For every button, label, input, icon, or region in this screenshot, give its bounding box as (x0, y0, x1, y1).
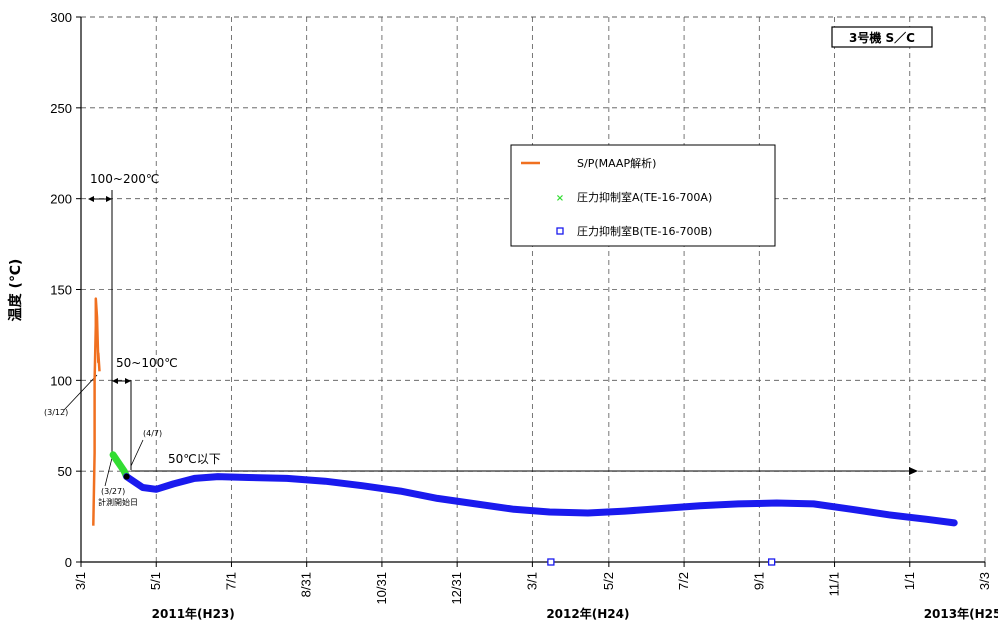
data-point-sc-b (736, 501, 741, 506)
legend-label-maap: S/P(MAAP解析) (577, 156, 656, 170)
x-tick-label: 8/31 (299, 572, 314, 597)
legend-box (510, 144, 776, 247)
annotation-3-27: (3/27) (101, 487, 125, 496)
data-point-sc-b (140, 485, 145, 490)
arrowhead-50-100-right (125, 378, 131, 384)
x-ticks: 3/1 5/1 7/1 8/31 10/31 12/31 3/1 5/2 7/2 9/1 11/1 1… (73, 572, 998, 621)
data-point-sc-b (774, 500, 779, 505)
data-point-sc-a (118, 464, 122, 468)
data-point-sc-b (192, 476, 197, 481)
y-tick-label: 150 (50, 283, 72, 298)
data-point-sc-b (171, 481, 176, 486)
annotation-start-date: 計測開始日 (98, 497, 138, 507)
y-tick-label: 0 (65, 555, 72, 570)
data-point-sc-a (115, 458, 119, 462)
start-point-marker (123, 473, 130, 480)
arrowhead-50-100-left (112, 378, 118, 384)
legend-swatch-b (556, 227, 564, 235)
data-point-sc-b (811, 501, 816, 506)
y-tick-label: 100 (50, 373, 72, 388)
annotation-50-100: 50~100℃ (116, 356, 178, 370)
y-tick-label: 50 (58, 464, 72, 479)
x-tick-label: 1/1 (902, 572, 917, 590)
x-tick-label: 5/2 (601, 572, 616, 590)
series-layer (92, 297, 958, 566)
data-point-sc-b (511, 507, 516, 512)
data-point-sc-b (952, 520, 957, 525)
data-point-sc-b (473, 501, 478, 506)
data-point-sc-b (849, 507, 854, 512)
leader-3-27 (104, 457, 113, 487)
annotation-below-50: 50℃以下 (168, 452, 221, 466)
annotation-100-200: 100~200℃ (90, 172, 159, 186)
y-tick-label: 200 (50, 192, 72, 207)
isolated-point-sc-b (547, 558, 555, 566)
data-point-sc-b (435, 496, 440, 501)
leader-4-7 (130, 439, 144, 467)
data-point-sc-b (661, 506, 666, 511)
annotation-3-12: (3/12) (44, 408, 68, 417)
data-point-sc-b (215, 474, 220, 479)
data-point-sc-b (547, 510, 552, 515)
data-point-sc-b (323, 479, 328, 484)
data-point-sc-b (284, 476, 289, 481)
legend-label-a: 圧力抑制室A(TE-16-700A) (577, 190, 712, 204)
x-tick-label: 7/1 (223, 572, 238, 590)
series-line-maap (92, 297, 101, 526)
arrowhead-100-200-left (88, 196, 94, 202)
leader-3-12 (63, 374, 98, 411)
year-label: 2012年(H24) (546, 606, 629, 621)
chart-title-box: 3号機 S／C (831, 26, 933, 48)
x-tick-label: 9/1 (751, 572, 766, 590)
x-tick-label: 3/3 (977, 572, 992, 590)
x-tick-label: 3/1 (524, 572, 539, 590)
y-tick-label: 300 (50, 10, 72, 25)
year-label: 2011年(H23) (152, 606, 235, 621)
x-tick-label: 11/1 (827, 572, 842, 596)
data-point-sc-b (698, 503, 703, 508)
y-tick-label: 250 (50, 101, 72, 116)
series-line-sc-b (123, 473, 958, 527)
axes (76, 16, 986, 567)
legend: S/P(MAAP解析) × 圧力抑制室A(TE-16-700A) 圧力抑制室B(… (510, 144, 776, 247)
annotations: 100~200℃ 50~100℃ 50℃以下 (3/12) (4/7) (3/2… (44, 172, 918, 507)
x-tick-label: 3/1 (73, 572, 88, 590)
data-point-sc-b (246, 475, 251, 480)
data-point-sc-b (622, 509, 627, 514)
x-tick-label: 7/2 (676, 572, 691, 590)
x-tick-label: 12/31 (449, 572, 464, 605)
x-tick-label: 5/1 (148, 572, 163, 590)
data-point-sc-b (886, 512, 891, 517)
year-label: 2013年(H25) (924, 606, 998, 621)
chart-title: 3号機 S／C (849, 30, 915, 45)
data-point-sc-b (360, 483, 365, 488)
legend-swatch-a: × (556, 193, 564, 204)
y-axis-label: 温度 (℃) (7, 259, 24, 322)
isolated-point-sc-b (767, 558, 776, 566)
arrowhead-below-50 (909, 467, 918, 475)
data-point-sc-b (398, 489, 403, 494)
x-tick-label: 10/31 (374, 572, 389, 605)
data-point-sc-a (111, 453, 115, 457)
legend-label-b: 圧力抑制室B(TE-16-700B) (577, 224, 712, 238)
arrowhead-100-200-right (106, 196, 112, 202)
data-point-sc-b (925, 517, 930, 522)
data-point-sc-b (585, 510, 590, 515)
data-point-sc-b (154, 487, 159, 492)
data-point-sc-a (122, 469, 126, 473)
y-ticks: 0 50 100 150 200 250 300 (50, 10, 72, 570)
annotation-4-7: (4/7) (143, 429, 162, 438)
